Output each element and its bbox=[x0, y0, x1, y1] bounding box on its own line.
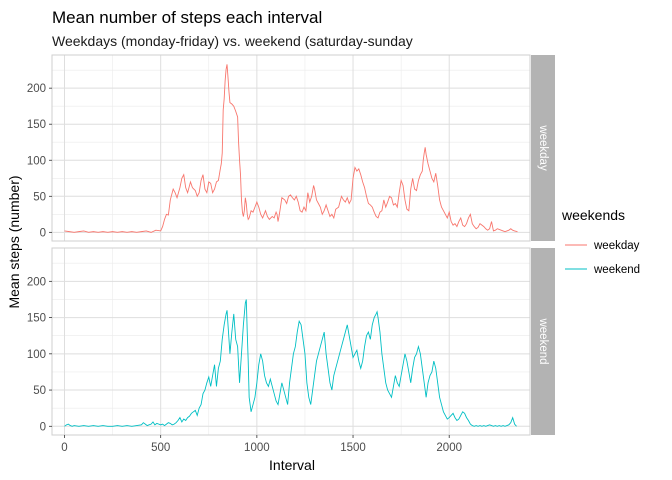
x-tick-label: 2000 bbox=[436, 442, 462, 454]
y-tick-label: 100 bbox=[27, 155, 46, 167]
facet-panels: weekday weekend bbox=[51, 54, 555, 436]
x-tick-label: 1500 bbox=[340, 442, 366, 454]
y-tick-label: 50 bbox=[33, 191, 46, 203]
y-tick-label: 100 bbox=[27, 349, 46, 361]
facet-panel-weekend: weekend bbox=[51, 247, 555, 436]
y-axis-ticks: 0 50 100 150 200 0 50 100 150 200 bbox=[27, 83, 52, 433]
x-tick-label: 500 bbox=[151, 442, 170, 454]
legend-label-weekend: weekend bbox=[593, 264, 640, 276]
chart-title: Mean number of steps each interval bbox=[52, 8, 322, 27]
y-tick-label: 200 bbox=[27, 276, 46, 288]
y-tick-label: 150 bbox=[27, 119, 46, 131]
legend-label-weekday: weekday bbox=[593, 240, 640, 252]
y-tick-label: 200 bbox=[27, 83, 46, 95]
facet-strip-label: weekday bbox=[537, 124, 549, 171]
series-line-weekday bbox=[64, 64, 518, 233]
facet-strip bbox=[531, 55, 555, 241]
chart-subtitle: Weekdays (monday-friday) vs. weekend (sa… bbox=[52, 33, 413, 49]
x-tick-label: 1000 bbox=[244, 442, 270, 454]
x-axis-ticks: 0 500 1000 1500 2000 bbox=[61, 435, 462, 454]
y-tick-label: 50 bbox=[33, 385, 46, 397]
x-tick-label: 0 bbox=[61, 442, 67, 454]
panel-border bbox=[51, 247, 531, 436]
y-tick-label: 0 bbox=[40, 421, 46, 433]
series-line-weekend bbox=[64, 299, 517, 427]
legend: weekends weekday weekend bbox=[561, 207, 640, 276]
x-axis-title: Interval bbox=[269, 457, 315, 473]
facet-strip bbox=[531, 248, 555, 435]
facet-panel-weekday: weekday bbox=[51, 54, 555, 242]
y-tick-label: 0 bbox=[40, 227, 46, 239]
y-axis-title: Mean steps (number) bbox=[6, 175, 22, 308]
legend-title: weekends bbox=[561, 207, 625, 223]
facet-strip-label: weekend bbox=[537, 317, 549, 364]
y-tick-label: 150 bbox=[27, 313, 46, 325]
panel-border bbox=[51, 54, 531, 242]
